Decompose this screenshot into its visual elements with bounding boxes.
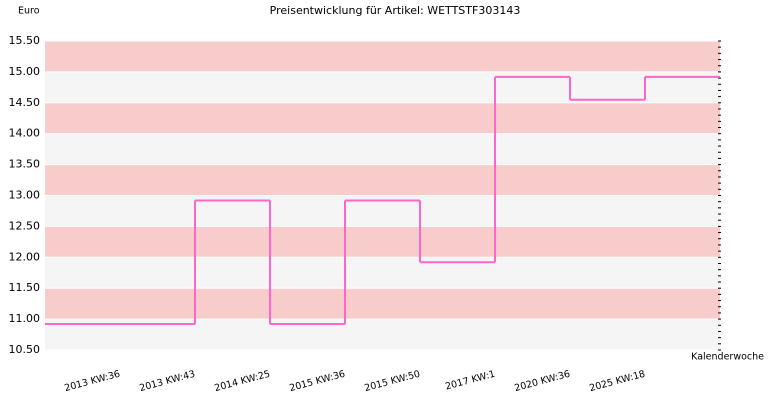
band [45, 71, 720, 103]
y-axis-label: Euro [18, 6, 40, 17]
band [45, 41, 720, 72]
chart-title: Preisentwicklung für Artikel: WETTSTF303… [270, 4, 521, 17]
band [45, 164, 720, 196]
band [45, 288, 720, 320]
y-tick-label: 12.50 [9, 219, 41, 232]
y-tick-label: 15.50 [9, 34, 41, 47]
x-tick-label: 2017 KW:1 [444, 369, 496, 393]
x-axis-label: Kalenderwoche [691, 352, 764, 363]
y-tick-label: 15.00 [9, 65, 41, 78]
y-tick-label: 10.50 [9, 343, 41, 356]
x-tick-label: 2013 KW:43 [138, 369, 196, 394]
y-tick-label: 14.00 [9, 127, 41, 140]
x-tick-label: 2015 KW:50 [363, 369, 421, 394]
x-tick-label: 2013 KW:36 [63, 369, 121, 394]
x-tick-label: 2025 KW:18 [588, 369, 646, 394]
band [45, 102, 720, 134]
band [45, 133, 720, 165]
y-tick-label: 13.50 [9, 158, 41, 171]
y-tick-label: 14.50 [9, 96, 41, 109]
y-tick-label: 11.00 [9, 312, 41, 325]
y-tick-label: 11.50 [9, 281, 41, 294]
y-tick-label: 12.00 [9, 250, 41, 263]
band [45, 257, 720, 289]
band [45, 226, 720, 258]
y-tick-label: 13.00 [9, 189, 41, 202]
x-tick-label: 2014 KW:25 [213, 369, 271, 394]
x-tick-label: 2020 KW:36 [513, 369, 571, 394]
x-tick-label: 2015 KW:36 [288, 369, 346, 394]
